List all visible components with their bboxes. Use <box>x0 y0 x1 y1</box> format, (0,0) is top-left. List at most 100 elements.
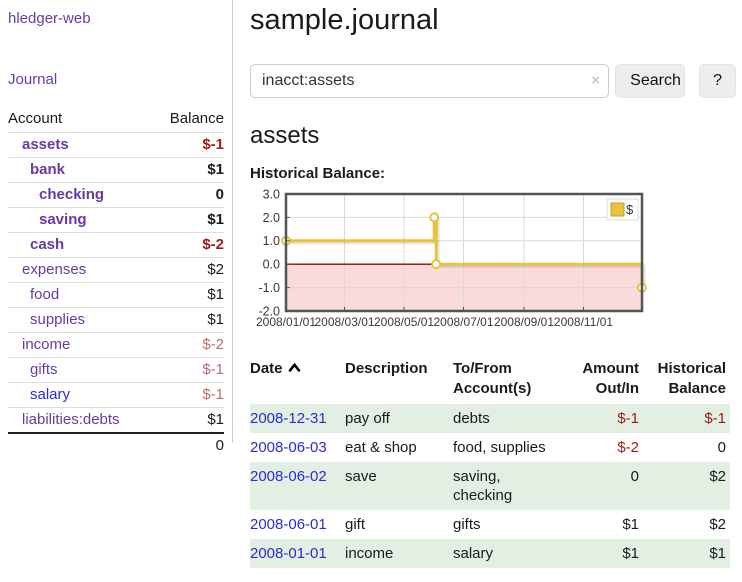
app-title-link[interactable]: hledger-web <box>8 10 91 27</box>
transaction-balance: $2 <box>709 468 726 485</box>
account-link-assets[interactable]: assets <box>22 136 69 153</box>
transaction-date-link[interactable]: 2008-06-03 <box>250 439 327 456</box>
search-input[interactable] <box>250 64 610 98</box>
account-link-cash[interactable]: cash <box>30 236 65 253</box>
clear-search-icon[interactable]: × <box>591 72 601 89</box>
account-row: expenses $2 <box>8 257 224 283</box>
account-row: salary $-1 <box>8 382 224 408</box>
y-tick-label: 2.0 <box>263 211 280 225</box>
account-row: supplies $1 <box>8 307 224 333</box>
account-link-expenses[interactable]: expenses <box>22 261 87 278</box>
transaction-date-link[interactable]: 2008-06-01 <box>250 516 327 533</box>
register-row: 2008-06-02 save saving, checking 0 $2 <box>250 462 730 510</box>
accounts-header-balance: Balance <box>169 110 224 127</box>
search-button[interactable]: Search <box>615 64 686 98</box>
transaction-description: eat & shop <box>345 439 417 456</box>
transaction-date-link[interactable]: 2008-06-02 <box>250 468 327 485</box>
x-tick-label: 2008/01/01 <box>256 315 316 329</box>
register-header-accounts: To/From Account(s) <box>453 360 532 397</box>
account-row: saving $1 <box>8 207 224 233</box>
sidebar: hledger-web Journal Account Balance asse… <box>0 0 233 458</box>
transaction-balance: $1 <box>709 545 726 562</box>
transaction-date-link[interactable]: 2008-01-01 <box>250 545 327 562</box>
sort-asc-icon <box>288 362 300 372</box>
register-header-row: Date Description To/From Account(s) Amount … <box>250 359 730 404</box>
transaction-amount: $-2 <box>617 439 639 456</box>
legend-label: $ <box>626 202 634 217</box>
transaction-balance: 0 <box>717 439 726 456</box>
transaction-accounts: salary <box>453 545 494 562</box>
account-link-bank[interactable]: bank <box>30 161 66 178</box>
account-link-income[interactable]: income <box>22 336 71 353</box>
account-row: gifts $-1 <box>8 357 224 383</box>
account-balance: $1 <box>207 311 224 328</box>
account-balance: $-2 <box>202 336 224 353</box>
main-content: sample.journal × Search ? assets Histori… <box>234 0 742 568</box>
account-row: food $1 <box>8 282 224 308</box>
historical-balance-chart: 3.0 2.0 1.0 0.0 -1.0 -2.0 2008/01/01 2008/03/01… <box>250 187 736 336</box>
account-balance: 0 <box>215 186 224 203</box>
plot-border <box>284 192 644 313</box>
account-balance: $-2 <box>202 236 224 253</box>
accounts-total-value: 0 <box>153 432 224 458</box>
transaction-accounts: gifts <box>453 516 481 533</box>
transaction-date-link[interactable]: 2008-12-31 <box>250 410 327 427</box>
register-header-date: Date <box>250 359 345 404</box>
y-tick-label: -1.0 <box>258 281 280 295</box>
account-row: cash $-2 <box>8 232 224 258</box>
account-balance: $1 <box>207 411 224 428</box>
account-row: bank $1 <box>8 157 224 183</box>
transaction-balance: $-1 <box>704 410 726 427</box>
transaction-description: save <box>345 468 377 485</box>
register-row: 2008-12-31 pay off debts $-1 $-1 <box>250 404 730 433</box>
accounts-table: Account Balance assets $-1 bank $1 checking 0… <box>8 107 224 458</box>
transaction-description: income <box>345 545 394 562</box>
register-header-description: Description <box>345 360 428 377</box>
account-link-salary[interactable]: salary <box>30 386 71 403</box>
help-button[interactable]: ? <box>699 64 736 98</box>
account-balance: $1 <box>207 161 224 178</box>
x-tick-label: 2008/11/01 <box>554 315 613 329</box>
page-title: sample.journal <box>250 4 439 36</box>
data-point-marker <box>429 212 440 223</box>
y-tick-label: 0.0 <box>263 258 280 272</box>
y-tick-label: 3.0 <box>263 189 280 201</box>
register-table-body: 2008-12-31 pay off debts $-1 $-1 2008-06-03 ea… <box>250 404 730 568</box>
search-bar: × Search ? <box>250 64 736 98</box>
account-row: checking 0 <box>8 182 224 208</box>
account-row: assets $-1 <box>8 132 224 158</box>
transaction-description: gift <box>345 516 366 533</box>
account-balance: $1 <box>207 286 224 303</box>
legend-swatch <box>610 202 625 217</box>
chart-label: Historical Balance: <box>250 165 386 182</box>
x-tick-label: 2008/09/01 <box>494 315 554 329</box>
transaction-description: pay off <box>345 410 390 427</box>
x-tick-label: 2008/05/01 <box>374 315 434 329</box>
account-balance: $-1 <box>202 386 224 403</box>
register-row: 2008-01-01 income salary $1 $1 <box>250 539 730 568</box>
account-balance: $1 <box>207 211 224 228</box>
x-tick-label: 2008/03/01 <box>314 315 374 329</box>
account-balance: $2 <box>207 261 224 278</box>
balance-chart-svg: 3.0 2.0 1.0 0.0 -1.0 -2.02008/01/012008/03/01… <box>256 187 647 329</box>
register-header-balance: Historical Balance <box>657 360 726 397</box>
transaction-amount: $1 <box>622 516 639 533</box>
transaction-balance: $2 <box>709 516 726 533</box>
account-balance: $-1 <box>202 136 224 153</box>
account-link-food[interactable]: food <box>30 286 60 303</box>
accounts-header-account: Account <box>8 110 63 127</box>
y-tick-label: 1.0 <box>263 234 280 248</box>
account-link-liabilities-debts[interactable]: liabilities:debts <box>22 411 120 428</box>
accounts-table-body: assets $-1 bank $1 checking 0 saving $1 cash $-2 e… <box>8 132 224 434</box>
data-point-marker <box>431 259 442 270</box>
account-link-gifts[interactable]: gifts <box>30 361 58 378</box>
account-link-saving[interactable]: saving <box>39 211 87 228</box>
register-row: 2008-06-03 eat & shop food, supplies $-2 0 <box>250 433 730 462</box>
account-link-checking[interactable]: checking <box>39 186 105 203</box>
y-tick-label: -2.0 <box>258 304 280 318</box>
account-link-supplies[interactable]: supplies <box>30 311 86 328</box>
x-tick-label: 2008/07/01 <box>433 315 493 329</box>
journal-link[interactable]: Journal <box>8 71 58 88</box>
accounts-total-row: 0 <box>8 432 224 458</box>
transaction-accounts: debts <box>453 410 490 427</box>
